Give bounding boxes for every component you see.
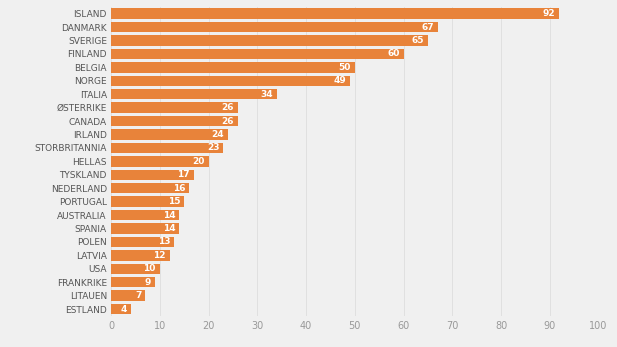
Bar — [111, 102, 238, 113]
Bar — [111, 8, 560, 19]
Bar — [111, 170, 194, 180]
Text: 4: 4 — [120, 305, 126, 314]
Text: 14: 14 — [163, 211, 175, 220]
Text: 23: 23 — [207, 143, 219, 152]
Bar — [111, 129, 228, 140]
Text: 10: 10 — [144, 264, 156, 273]
Text: 12: 12 — [153, 251, 165, 260]
Text: 92: 92 — [543, 9, 555, 18]
Text: 7: 7 — [135, 291, 141, 300]
Text: 14: 14 — [163, 224, 175, 233]
Bar — [111, 143, 223, 153]
Text: 49: 49 — [333, 76, 346, 85]
Bar — [111, 290, 145, 301]
Bar — [111, 250, 170, 261]
Bar — [111, 35, 428, 46]
Text: 65: 65 — [412, 36, 424, 45]
Bar — [111, 22, 437, 32]
Bar — [111, 263, 160, 274]
Bar — [111, 223, 180, 234]
Text: 20: 20 — [193, 157, 205, 166]
Text: 13: 13 — [158, 237, 170, 246]
Text: 67: 67 — [421, 23, 434, 32]
Text: 9: 9 — [144, 278, 151, 287]
Bar — [111, 116, 238, 126]
Text: 26: 26 — [222, 103, 234, 112]
Bar — [111, 304, 131, 314]
Text: 17: 17 — [178, 170, 190, 179]
Bar — [111, 76, 350, 86]
Text: 16: 16 — [173, 184, 185, 193]
Bar — [111, 237, 175, 247]
Bar — [111, 183, 189, 193]
Text: 60: 60 — [387, 49, 400, 58]
Text: 26: 26 — [222, 117, 234, 126]
Bar — [111, 277, 155, 287]
Text: 34: 34 — [260, 90, 273, 99]
Bar — [111, 89, 277, 100]
Bar — [111, 49, 404, 59]
Bar — [111, 156, 209, 167]
Text: 50: 50 — [339, 63, 351, 72]
Bar — [111, 62, 355, 73]
Bar — [111, 210, 180, 220]
Text: 15: 15 — [168, 197, 180, 206]
Text: 24: 24 — [212, 130, 224, 139]
Bar — [111, 196, 184, 207]
